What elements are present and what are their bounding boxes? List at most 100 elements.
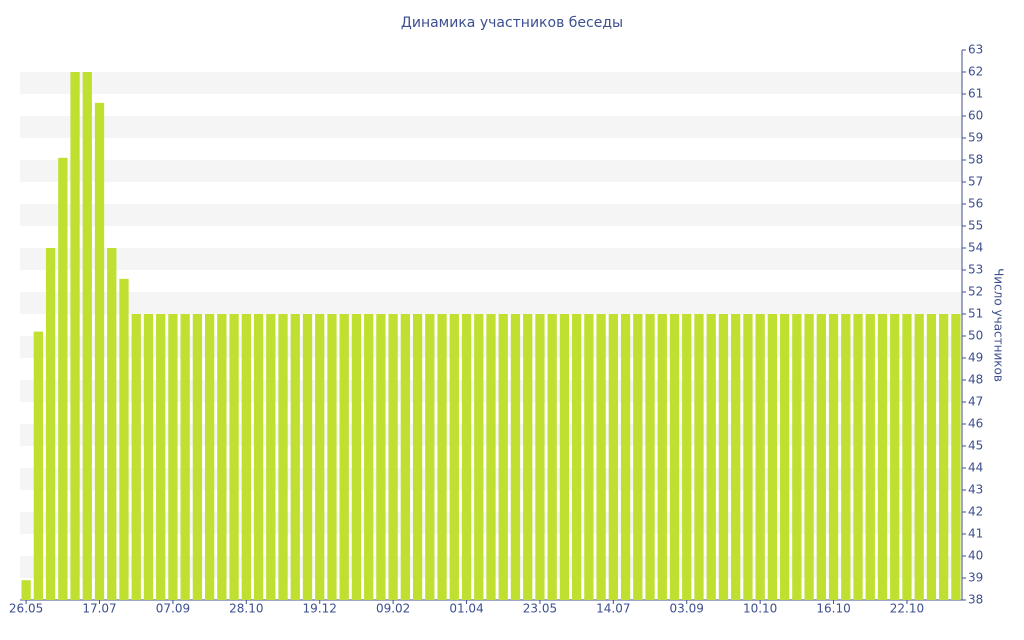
bar [364, 314, 374, 600]
x-tick-label: 16.10 [816, 602, 850, 616]
grid-band [20, 248, 962, 270]
bar [376, 314, 386, 600]
bar [633, 314, 643, 600]
x-tick-label: 19.12 [303, 602, 337, 616]
y-tick-label: 43 [968, 483, 983, 497]
bar [204, 314, 215, 600]
bar [339, 314, 349, 600]
x-tick-label: 22.10 [890, 602, 924, 616]
bar [351, 314, 362, 600]
x-tick-label: 14.07 [596, 602, 630, 616]
bar [755, 314, 765, 600]
bar [841, 314, 851, 600]
bar [119, 278, 129, 600]
x-tick-label: 10.10 [743, 602, 777, 616]
bar [437, 314, 447, 600]
bar [94, 102, 105, 601]
bar [278, 314, 288, 600]
y-tick-label: 55 [968, 219, 983, 233]
y-tick-label: 47 [968, 395, 983, 409]
grid-band [20, 72, 962, 94]
y-tick-label: 49 [968, 351, 983, 365]
bar [58, 157, 68, 601]
bar [535, 314, 545, 600]
bar [412, 314, 423, 600]
bar [143, 314, 154, 600]
y-tick-label: 57 [968, 175, 983, 189]
bar [657, 314, 667, 600]
bar [743, 314, 753, 600]
bar [253, 314, 264, 600]
bar [425, 314, 435, 600]
bar [400, 314, 411, 600]
bar [388, 314, 398, 600]
y-tick-label: 61 [968, 87, 983, 101]
y-tick-label: 45 [968, 439, 983, 453]
bar [45, 248, 56, 600]
bar [449, 314, 459, 600]
bar [70, 72, 80, 600]
chart-title: Динамика участников беседы [401, 15, 623, 31]
y-tick-label: 54 [968, 241, 983, 255]
bar [486, 314, 496, 600]
y-tick-label: 63 [968, 43, 983, 57]
y-tick-label: 50 [968, 329, 983, 343]
x-tick-label: 09.02 [376, 602, 410, 616]
y-tick-label: 41 [968, 527, 983, 541]
bar [718, 314, 729, 600]
bar [669, 314, 680, 600]
grid-band [20, 116, 962, 138]
bar [523, 314, 533, 600]
bar [779, 314, 790, 600]
bar [620, 314, 631, 600]
bar [865, 314, 875, 600]
bar [645, 314, 655, 600]
bar [584, 314, 594, 600]
bar [926, 314, 937, 600]
bar [180, 314, 190, 600]
bar [33, 331, 43, 600]
bar [510, 314, 521, 600]
bar [266, 314, 276, 600]
bar [327, 314, 337, 600]
y-tick-label: 53 [968, 263, 983, 277]
y-tick-label: 51 [968, 307, 983, 321]
x-tick-label: 03.09 [670, 602, 704, 616]
y-tick-label: 39 [968, 571, 983, 585]
bar [82, 72, 92, 600]
y-tick-label: 60 [968, 109, 983, 123]
bar [608, 314, 618, 600]
bar [217, 314, 227, 600]
bar [914, 314, 924, 600]
bar [559, 314, 570, 600]
bar [890, 314, 900, 600]
bar [767, 314, 778, 600]
y-axis-label: Число участников [992, 268, 1006, 382]
bar [107, 248, 117, 600]
bar [951, 314, 961, 600]
bar [192, 314, 203, 600]
bar [461, 314, 472, 600]
y-tick-label: 40 [968, 549, 983, 563]
bar [290, 314, 300, 600]
y-tick-label: 59 [968, 131, 983, 145]
bar [706, 314, 716, 600]
y-tick-label: 62 [968, 65, 983, 79]
bar [902, 314, 912, 600]
bar [315, 314, 325, 600]
bar [21, 580, 31, 600]
bar [792, 314, 802, 600]
y-tick-label: 42 [968, 505, 983, 519]
bar [828, 314, 839, 600]
bar [596, 314, 606, 600]
bar [877, 314, 888, 600]
bar [474, 314, 484, 600]
bar [498, 314, 508, 600]
x-tick-label: 28.10 [229, 602, 263, 616]
y-tick-label: 44 [968, 461, 983, 475]
bar [241, 314, 251, 600]
x-tick-label: 07.09 [156, 602, 190, 616]
bar [156, 314, 166, 600]
y-tick-label: 52 [968, 285, 983, 299]
